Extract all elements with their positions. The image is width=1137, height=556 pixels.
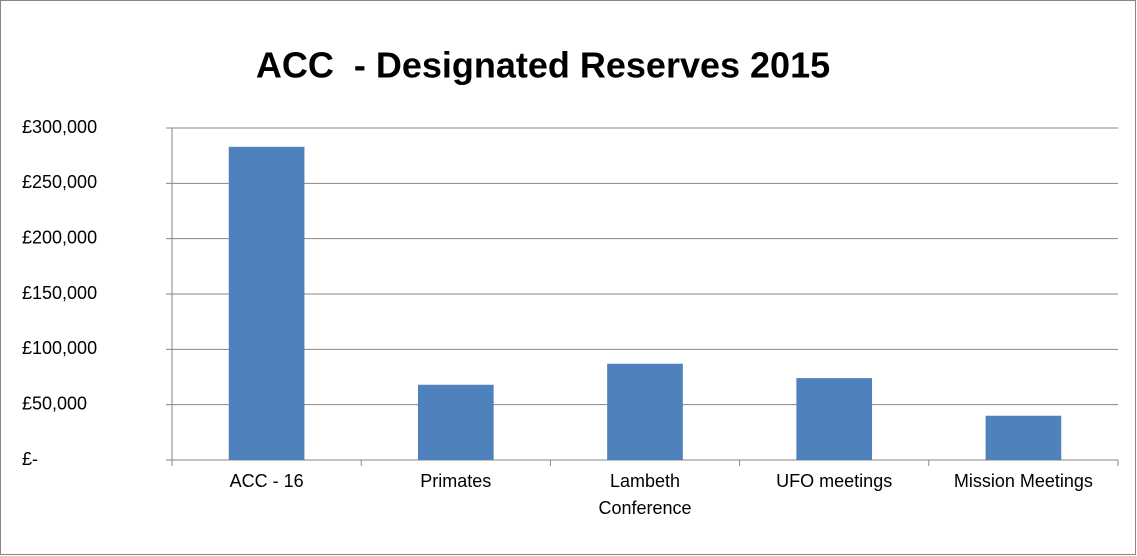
y-tick-label: £- xyxy=(22,449,38,469)
chart-title: ACC - Designated Reserves 2015 xyxy=(256,45,830,86)
x-tick-label: ACC - 16 xyxy=(230,471,304,491)
bar xyxy=(607,363,683,460)
y-tick-label: £300,000 xyxy=(22,117,97,137)
y-tick-label: £200,000 xyxy=(22,227,97,247)
bar xyxy=(417,384,494,460)
x-tick-label: Mission Meetings xyxy=(954,471,1093,491)
y-tick-label: £150,000 xyxy=(22,283,97,303)
bar xyxy=(228,146,305,460)
bar xyxy=(796,378,873,460)
x-tick-label: UFO meetings xyxy=(776,471,892,491)
y-tick-label: £250,000 xyxy=(22,172,97,192)
y-tick-label: £50,000 xyxy=(22,393,87,413)
y-tick-label: £100,000 xyxy=(22,338,97,358)
x-tick-label: Primates xyxy=(420,471,491,491)
x-tick-label: Lambeth Conference xyxy=(598,471,691,518)
bar xyxy=(985,415,1062,460)
